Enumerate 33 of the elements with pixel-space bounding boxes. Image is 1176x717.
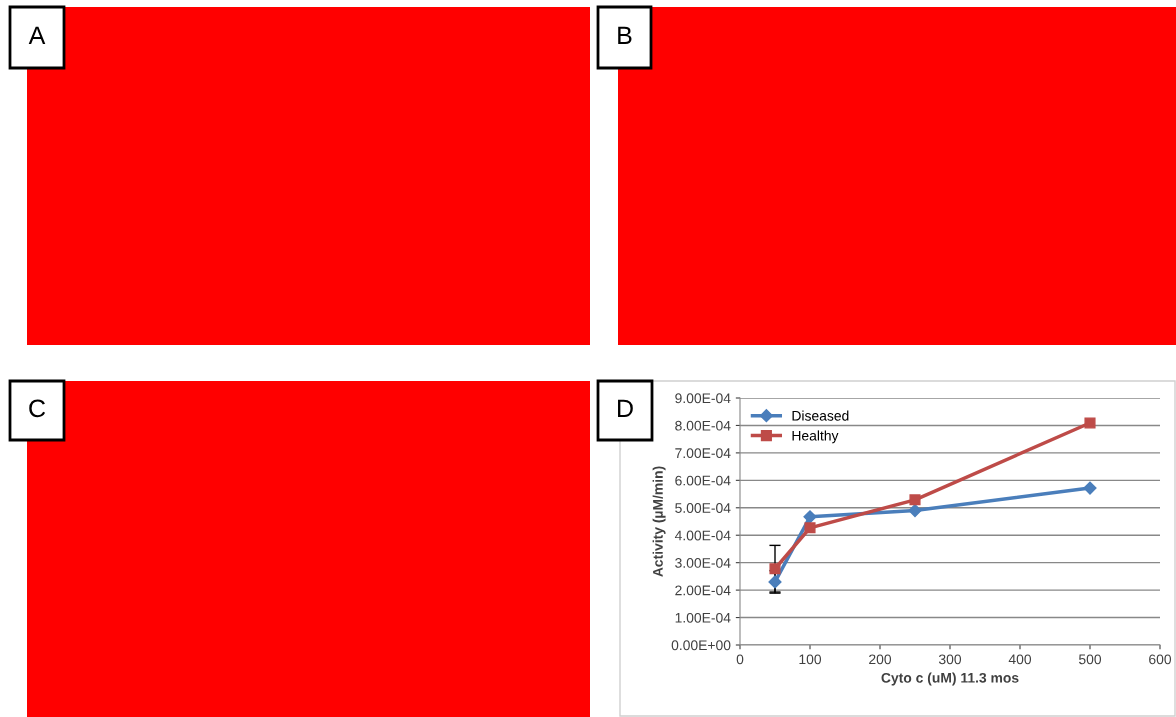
text: D bbox=[618, 399, 633, 417]
text: B bbox=[618, 26, 632, 44]
x-tick-label: 400 bbox=[1008, 654, 1032, 665]
y-tick-label: 5.00E-04 bbox=[675, 503, 731, 513]
legend-label: Diseased bbox=[792, 410, 849, 421]
x-tick-label: 200 bbox=[869, 654, 892, 665]
x-tick-label: 600 bbox=[1149, 654, 1172, 665]
point bbox=[769, 563, 781, 575]
point bbox=[804, 522, 816, 534]
point bbox=[909, 494, 921, 506]
point bbox=[1083, 481, 1097, 495]
point bbox=[768, 575, 782, 589]
x-axis-title: Cyto c (uM) 11.3 mos bbox=[881, 672, 1019, 686]
y-axis-title: Activity (µM/min) bbox=[652, 466, 666, 577]
y-tick-label: 2.00E-04 bbox=[675, 585, 731, 596]
x-tick-label: 100 bbox=[799, 654, 822, 665]
text: C bbox=[29, 399, 46, 418]
y-tick-label: 0.00E+00 bbox=[671, 640, 731, 651]
y-tick-label: 6.00E-04 bbox=[675, 475, 731, 486]
y-tick-label: 1.00E-04 bbox=[675, 612, 731, 623]
text: A bbox=[28, 26, 46, 44]
y-tick-label: 4.00E-04 bbox=[674, 530, 731, 541]
point bbox=[908, 503, 922, 518]
point bbox=[1084, 417, 1096, 429]
x-tick-label: 500 bbox=[1078, 654, 1102, 665]
x-tick-label: 300 bbox=[938, 654, 962, 665]
legend-label: Healthy bbox=[792, 430, 839, 444]
point bbox=[803, 510, 817, 524]
x-tick-label: 0 bbox=[736, 654, 744, 665]
y-tick-label: 9.00E-04 bbox=[675, 393, 731, 404]
y-tick-label: 7.00E-04 bbox=[675, 448, 731, 459]
y-tick-label: 8.00E-04 bbox=[675, 420, 731, 431]
y-tick-label: 3.00E-04 bbox=[675, 558, 731, 568]
